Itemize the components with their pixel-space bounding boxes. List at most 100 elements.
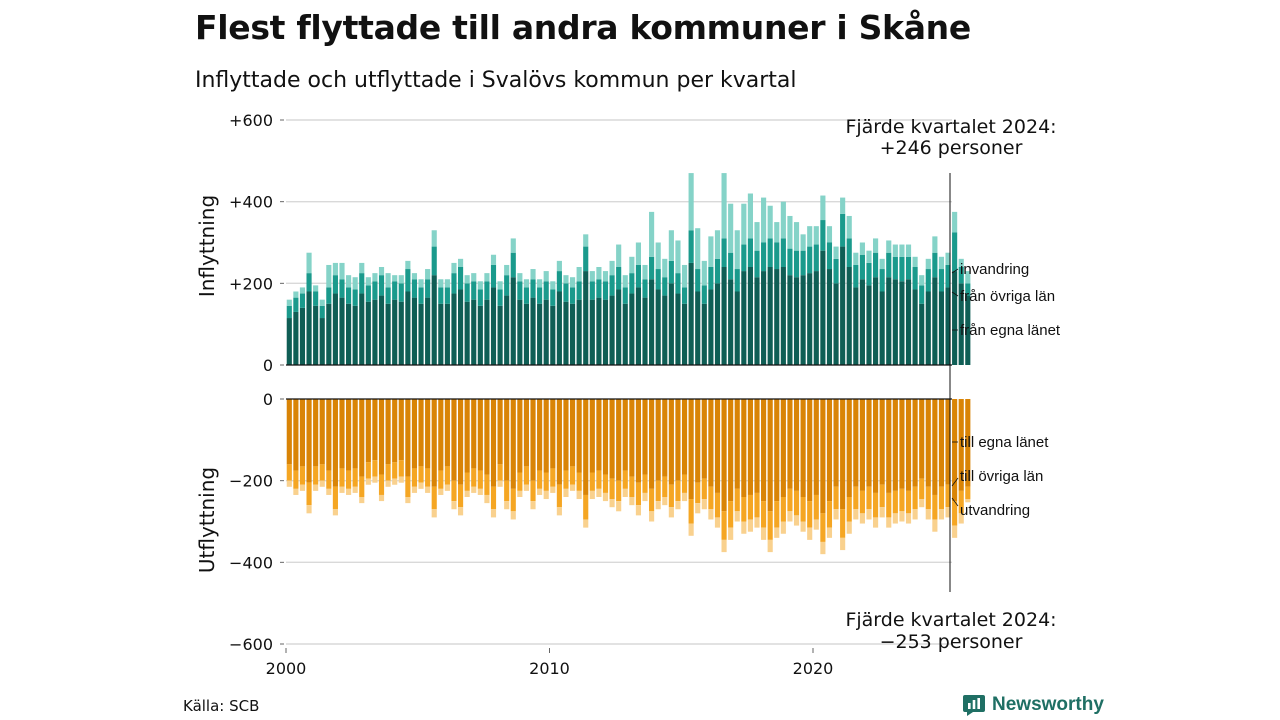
label-fran-ovriga-lan: från övriga län [960,288,1055,305]
bar-outflow-own-county [925,399,931,487]
bar-inflow-immigration [464,275,470,284]
bar-inflow-own-county [425,297,431,365]
bar-inflow-other-counties [886,252,892,278]
bar-inflow-other-counties [299,293,306,308]
outflow-bars [286,399,971,555]
callout-upper-line1: Fjärde kvartalet 2024: [845,116,1056,138]
bar-outflow-own-county [332,399,338,487]
bar-inflow-immigration [701,260,707,286]
bar-outflow-own-county [892,399,898,491]
bar-inflow-own-county [504,295,510,365]
bar-inflow-immigration [807,226,813,247]
bar-outflow-own-county [886,399,892,493]
bar-outflow-emigration [892,513,898,524]
bar-inflow-own-county [649,279,655,365]
bar-outflow-other-counties [616,480,622,502]
leader-fran-ovriga-lan [951,291,959,297]
bar-inflow-other-counties [714,258,721,284]
bar-inflow-immigration [945,252,951,265]
bar-outflow-emigration [313,484,319,491]
bar-outflow-other-counties [504,480,510,502]
bar-outflow-own-county [649,399,655,489]
bar-outflow-own-county [655,399,661,481]
bar-outflow-other-counties [859,490,865,514]
bar-outflow-emigration [767,539,773,553]
bar-inflow-immigration [392,275,398,282]
bar-inflow-immigration [359,262,365,274]
bar-inflow-other-counties [359,273,365,294]
bar-inflow-immigration [840,197,846,214]
bar-outflow-emigration [523,484,530,491]
bar-outflow-own-county [293,399,299,471]
bar-outflow-own-county [662,399,668,477]
bar-outflow-own-county [286,399,292,465]
brand-logo[interactable]: Newsworthy [962,693,1104,717]
bar-inflow-immigration [655,242,661,270]
bar-inflow-own-county [385,303,391,365]
bar-outflow-other-counties [813,494,819,520]
bar-outflow-own-county [339,399,345,469]
bar-outflow-own-county [793,399,800,491]
bar-outflow-other-counties [892,490,898,514]
bar-inflow-other-counties [583,246,589,272]
bar-outflow-other-counties [701,478,707,500]
bar-inflow-immigration [550,281,556,290]
bar-inflow-other-counties [820,220,826,251]
bar-inflow-immigration [675,240,681,274]
bar-outflow-emigration [418,482,424,489]
bar-inflow-other-counties [747,238,753,267]
bar-outflow-own-county [602,399,609,475]
bar-inflow-own-county [879,291,885,365]
bar-inflow-other-counties [332,275,338,294]
bar-inflow-own-county [840,246,846,365]
bar-outflow-other-counties [365,462,371,479]
bar-inflow-own-county [952,271,958,365]
bar-inflow-other-counties [490,264,497,288]
bar-inflow-own-county [411,297,418,365]
bar-inflow-other-counties [438,287,444,304]
bar-outflow-other-counties [899,488,905,512]
bar-outflow-own-county [701,399,707,479]
bar-inflow-other-counties [695,269,701,292]
bar-outflow-own-county [563,399,569,471]
bar-outflow-own-county [912,399,918,487]
bar-outflow-other-counties [688,499,694,524]
bar-outflow-emigration [912,509,918,520]
bar-outflow-other-counties [873,492,879,518]
bar-inflow-other-counties [510,252,516,278]
bar-inflow-other-counties [675,273,681,294]
bar-inflow-immigration [431,230,437,247]
bar-outflow-other-counties [589,472,595,491]
bar-outflow-other-counties [385,464,391,481]
bar-outflow-other-counties [299,466,306,485]
callout-upper-line2: +246 personer [880,137,1023,159]
bar-inflow-own-county [438,303,444,365]
bar-inflow-immigration [372,273,378,282]
bar-inflow-own-county [365,301,371,365]
bar-inflow-own-county [853,287,859,365]
bar-outflow-own-county [774,399,780,502]
bar-outflow-emigration [319,480,325,487]
bar-inflow-other-counties [326,287,332,304]
bar-outflow-emigration [866,509,872,520]
bar-inflow-other-counties [846,238,852,267]
bar-inflow-immigration [912,256,918,267]
bar-outflow-emigration [741,521,747,534]
bar-inflow-own-county [286,318,292,365]
y-tick-label: +400 [229,193,273,212]
bar-outflow-own-county [859,399,865,491]
bar-inflow-own-county [537,303,543,365]
bar-outflow-emigration [425,486,431,493]
bar-inflow-immigration [543,271,549,282]
bar-inflow-own-county [714,283,721,365]
bar-inflow-other-counties [741,244,747,272]
bar-outflow-other-counties [912,486,918,510]
bar-outflow-other-counties [853,486,859,510]
bar-inflow-immigration [602,271,609,282]
bar-outflow-own-county [378,399,385,475]
bar-inflow-other-counties [649,256,655,280]
bar-outflow-other-counties [721,511,727,540]
bar-inflow-immigration [537,279,543,288]
bar-outflow-emigration [925,509,931,520]
bar-outflow-own-county [517,399,523,473]
